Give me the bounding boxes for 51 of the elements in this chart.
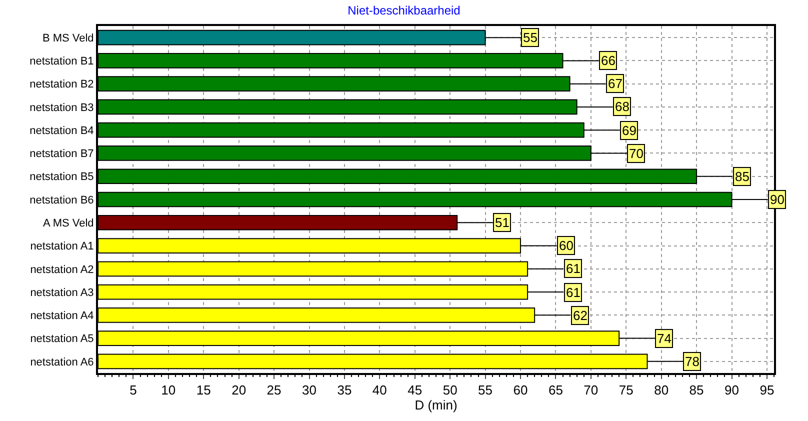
x-tick-label: 65 [548,382,563,398]
x-tick-label: 20 [232,382,246,398]
data-label: 61 [566,285,580,300]
x-tick-label: 70 [584,382,598,398]
y-tick-label: netstation A6 [30,356,94,368]
data-label: 66 [601,53,616,68]
y-tick-label: netstation A1 [30,240,94,253]
x-tick-label: 90 [724,382,739,398]
y-tick-label: netstation A5 [30,333,94,346]
y-tick-label: netstation B4 [30,124,94,137]
data-label: 55 [523,30,538,45]
data-label: 70 [629,146,644,161]
x-tick-label: 5 [130,382,137,398]
x-tick-label: 35 [337,382,352,398]
x-tick-label: 80 [654,382,669,398]
x-tick-label: 40 [372,382,387,398]
data-label: 90 [770,192,784,207]
x-tick-label: 45 [408,382,422,398]
y-tick-label: netstation B6 [30,194,94,206]
x-tick-label: 55 [478,382,493,398]
data-label: 61 [566,261,580,276]
data-label: 69 [622,123,636,138]
y-tick-label: netstation B3 [30,102,94,114]
y-tick-label: netstation B1 [30,56,94,68]
chart-title: Niet-beschikbaarheid [348,4,460,18]
data-label: 51 [495,215,510,230]
x-tick-label: 15 [196,382,211,398]
data-label: 85 [735,169,750,184]
y-tick-label: netstation B7 [30,148,94,160]
data-label: 78 [685,354,700,369]
data-label: 74 [657,331,672,346]
data-label: 60 [559,238,574,253]
x-tick-label: 75 [618,382,634,398]
data-label: 67 [608,76,622,91]
x-tick-label: 95 [760,382,774,398]
x-tick-label: 30 [302,382,316,398]
data-label: 68 [615,99,630,114]
x-tick-label: 85 [689,382,704,398]
y-tick-label: netstation A2 [30,264,94,276]
y-tick-label: netstation A3 [30,286,94,299]
x-tick-label: 10 [161,382,176,398]
x-tick-label: 50 [442,382,458,398]
y-tick-label: B MS Veld [42,32,94,44]
x-tick-label: 25 [266,382,282,398]
y-tick-label: netstation A4 [30,310,94,322]
x-tick-label: 60 [513,382,528,398]
y-tick-label: netstation B2 [30,78,94,91]
data-label: 62 [573,308,588,323]
x-axis-title: D (min) [414,398,458,413]
y-tick-label: A MS Veld [43,217,94,230]
y-tick-label: netstation B5 [30,171,94,184]
